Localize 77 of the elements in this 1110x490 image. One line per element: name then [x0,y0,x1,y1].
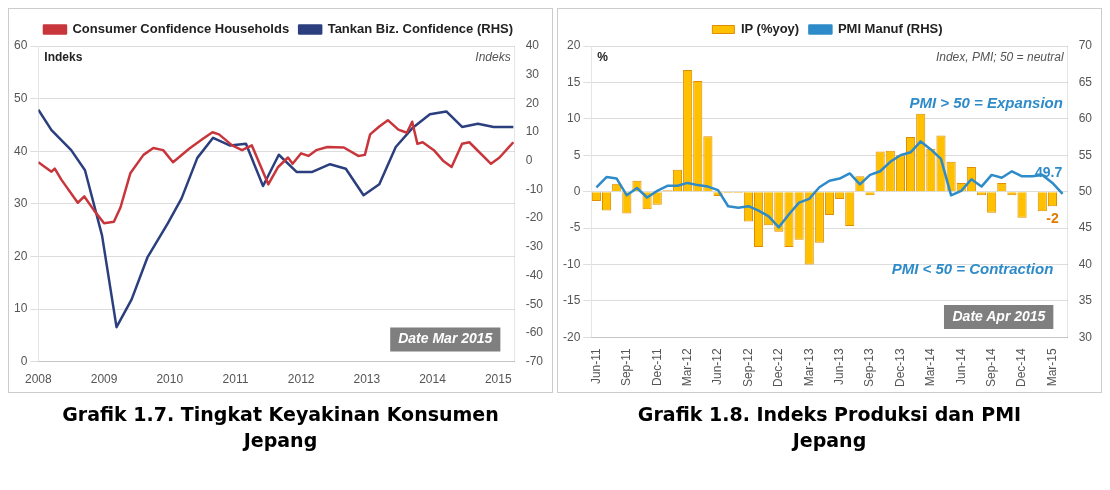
y-tick-label: -15 [563,293,581,308]
y-tick-label: 0 [20,353,28,368]
y2-tick-label: -10 [525,181,544,196]
y-axis-title: Indeks [44,50,83,65]
y2-tick-label: 65 [1078,74,1093,89]
y2-tick-label: 45 [1078,220,1093,235]
y-tick-label: 50 [13,90,28,105]
y2-tick-label: -20 [525,210,544,225]
x-tick-label: Mar-15 [1044,347,1059,387]
y2-tick-label: 0 [525,153,533,168]
x-tick-label: 2014 [419,372,447,387]
y2-tick-label: 40 [525,38,540,53]
annotation: PMI < 50 = Contraction [891,260,1054,278]
annotation: Date Apr 2015 [952,307,1046,324]
x-tick-label: 2010 [156,372,184,387]
y-tick-label: -10 [563,256,581,271]
x-tick-label: 2013 [353,372,381,387]
annotation: Date Mar 2015 [398,330,493,347]
y2-tick-label: 60 [1078,111,1093,126]
y2-tick-label: 70 [1078,38,1093,53]
x-tick-label: 2008 [25,372,53,387]
x-tick-label: 2009 [90,372,118,387]
x-tick-label: Mar-14 [923,347,938,387]
x-tick-label: Dec-14 [1014,347,1029,387]
y-tick-label: -5 [569,220,581,235]
y-tick-label: -20 [563,329,581,344]
y2-axis-title: Index, PMI; 50 = neutral [935,50,1064,65]
y2-axis-title: Indeks [475,50,511,65]
legend-label: IP (%yoy) [740,21,800,37]
x-tick-label: Jun-12 [710,347,725,386]
y-tick-label: 40 [13,143,28,158]
y2-tick-label: -40 [525,267,544,282]
y2-tick-label: -30 [525,239,544,254]
text: Grafik 1.7. Tingkat Keyakinan Konsumen Jepang [61,402,500,453]
y-tick-label: 10 [566,111,581,126]
x-tick-label: Dec-13 [892,347,907,387]
x-tick-label: Dec-11 [649,347,664,387]
y2-tick-label: 30 [525,67,540,81]
legend-label: Consumer Confidence Households [72,21,290,37]
x-tick-label: Sep-12 [740,347,755,388]
x-tick-label: Jun-14 [953,347,968,386]
y-tick-label: 10 [13,301,28,316]
y2-tick-label: -60 [525,325,544,340]
y2-tick-label: 55 [1078,147,1093,162]
legend-label: PMI Manuf (RHS) [837,21,943,37]
y2-tick-label: 20 [525,95,540,110]
y-tick-label: 0 [573,183,581,198]
x-tick-label: 2011 [222,372,249,387]
x-tick-label: Sep-14 [983,347,998,388]
data-label: -2 [1046,210,1059,227]
y2-tick-label: 50 [1078,183,1093,198]
annotation: PMI > 50 = Expansion [909,94,1063,112]
y2-tick-label: 10 [525,124,540,139]
y-axis-title: % [597,50,609,65]
y-tick-label: 20 [566,38,581,53]
x-tick-label: Mar-12 [679,347,694,387]
y2-tick-label: 30 [1078,329,1093,344]
x-tick-label: 2012 [287,372,315,387]
x-tick-label: Sep-11 [619,347,634,387]
y2-tick-label: 35 [1078,293,1093,308]
text: Grafik 1.8. Indeks Produksi dan PMI Jepang [636,402,1023,453]
y2-tick-label: 40 [1078,256,1093,271]
x-tick-label: Jun-11 [588,347,603,385]
y2-tick-label: -50 [525,296,544,311]
x-tick-label: Jun-13 [831,347,846,386]
y-tick-label: 5 [573,147,581,162]
y-tick-label: 15 [566,74,581,89]
x-tick-label: 2015 [484,372,512,387]
y-tick-label: 60 [13,38,28,53]
data-label: 49.7 [1034,163,1063,180]
x-tick-label: Sep-13 [862,347,877,388]
x-tick-label: Mar-13 [801,347,816,387]
x-tick-label: Dec-12 [771,347,786,387]
y-tick-label: 20 [13,248,28,263]
y-tick-label: 30 [13,196,28,211]
legend-label: Tankan Biz. Confidence (RHS) [327,21,514,37]
y2-tick-label: -70 [525,353,544,368]
